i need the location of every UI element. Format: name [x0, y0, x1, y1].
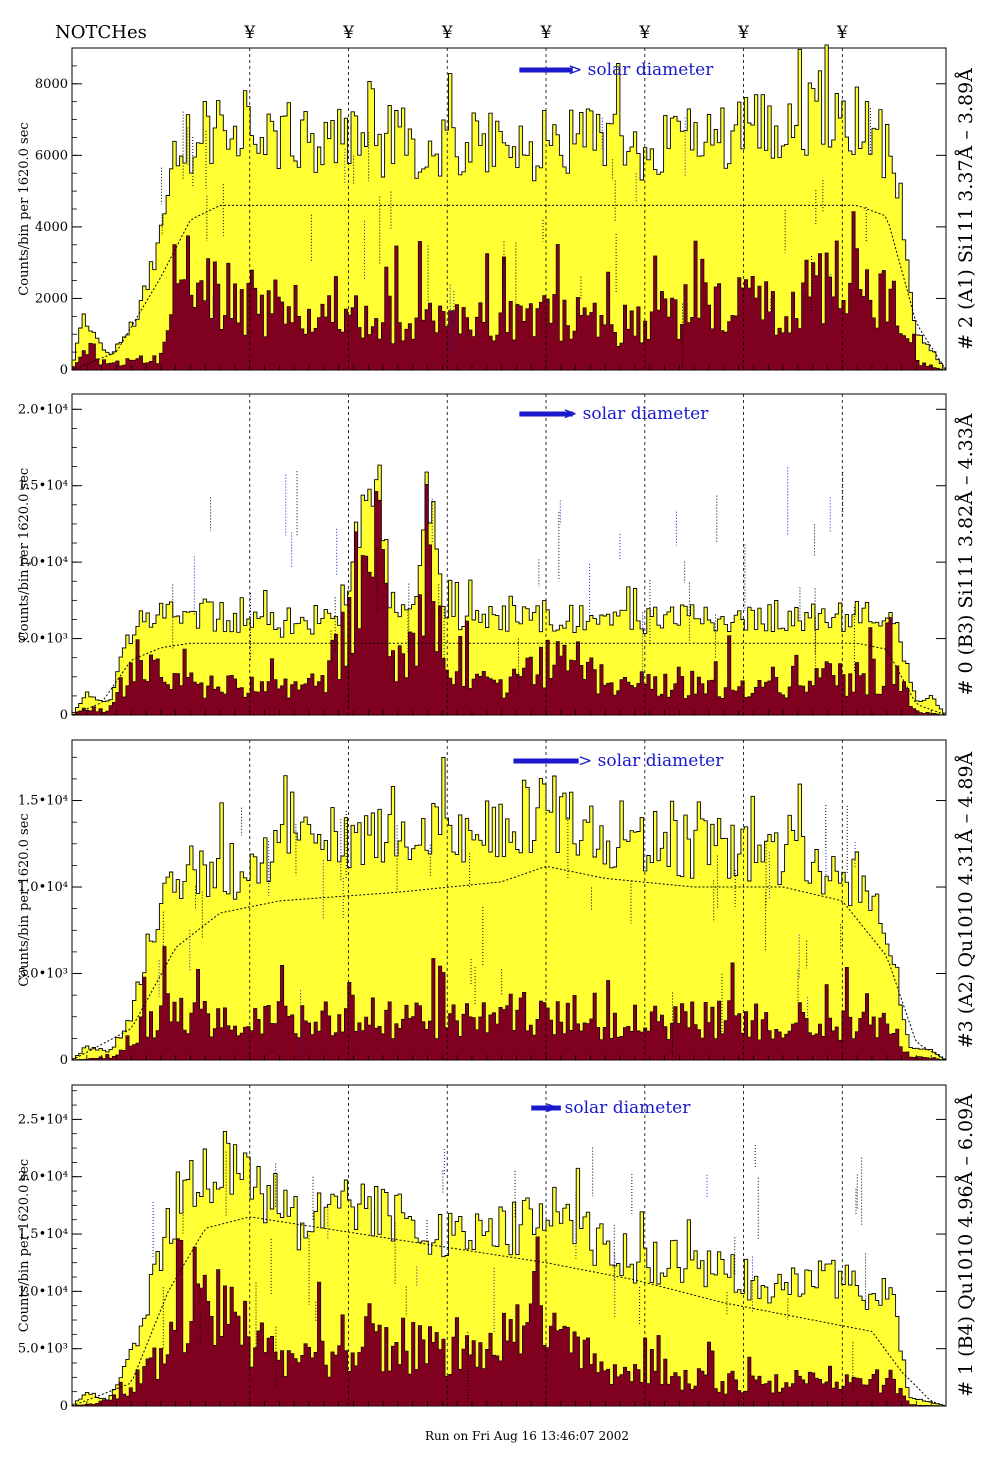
- y-tick-label: 5.0•10³: [18, 967, 68, 982]
- model-curve: [71, 204, 947, 371]
- y-tick-label: 1.0•10⁴: [18, 1284, 68, 1299]
- y-tick-label: 1.5•10⁴: [18, 1227, 68, 1242]
- y-tick-label: 0: [60, 363, 68, 378]
- run-timestamp: Run on Fri Aug 16 13:46:07 2002: [425, 1429, 629, 1443]
- y-tick-label: 8000: [35, 77, 68, 92]
- y-tick-label: 0: [60, 1399, 68, 1414]
- y-tick-label: 1.0•10⁴: [18, 555, 68, 570]
- y-axis-label: Counts/bin per 1620.0 sec: [17, 1159, 32, 1332]
- panel-title: # 0 (B3) Si111 3.82Å – 4.33Å: [955, 413, 977, 695]
- y-axis-label: Counts/bin per 1620.0 sec: [17, 813, 32, 986]
- histogram-total: [71, 1130, 947, 1407]
- notches-label: NOTCHes: [55, 22, 147, 43]
- solar-diameter-label: > solar diameter: [563, 404, 709, 424]
- y-tick-label: 2.0•10⁴: [18, 1170, 68, 1185]
- model-curve: [71, 1216, 947, 1407]
- panels: 0 2000 4000 6000 8000 Counts/bin per 1620.0 s…: [17, 44, 977, 1414]
- y-tick-label: 5.0•10³: [18, 1342, 68, 1357]
- notch-marker: ¥: [737, 23, 749, 43]
- y-tick-label: 6000: [35, 148, 68, 163]
- histogram-total: [71, 44, 947, 371]
- panel-1: 0 2000 4000 6000 8000 Counts/bin per 1620.0 s…: [17, 44, 977, 378]
- histogram-subset: [71, 484, 947, 716]
- notch-marker: ¥: [243, 23, 255, 43]
- y-tick-label: 0: [60, 708, 68, 723]
- notch-marker: ¥: [638, 23, 650, 43]
- panel-title: #3 (A2) Qu1010 4.31Å – 4.89Å: [955, 751, 977, 1048]
- y-tick-label: 1.5•10⁴: [18, 479, 68, 494]
- y-tick-label: 2000: [35, 291, 68, 306]
- histogram-subset: [71, 1236, 947, 1407]
- y-axis-label: Counts/bin per 1620.0 sec: [17, 122, 32, 295]
- solar-diameter-label: > solar diameter: [578, 751, 724, 771]
- model-curve: [71, 866, 947, 1061]
- y-tick-label: 4000: [35, 220, 68, 235]
- notch-marker: ¥: [441, 23, 453, 43]
- model-curve: [71, 642, 947, 716]
- panel-2: 0 5.0•10³ 1.0•10⁴ 1.5•10⁴ 2.0•10⁴ Counts/bin …: [17, 393, 977, 723]
- y-tick-label: 0: [60, 1053, 68, 1068]
- solar-diameter-label: > solar diameter: [545, 1098, 691, 1118]
- notch-marker: ¥: [540, 23, 552, 43]
- panel-4: 0 5.0•10³ 1.0•10⁴ 1.5•10⁴ 2.0•10⁴ 2.5•10⁴ Coun…: [17, 1084, 977, 1414]
- panel-3: 0 5.0•10³ 1.0•10⁴ 1.5•10⁴ Counts/bin per 162…: [17, 739, 977, 1068]
- y-tick-label: 2.0•10⁴: [18, 402, 68, 417]
- y-tick-label: 2.5•10⁴: [18, 1112, 68, 1127]
- y-tick-label: 1.0•10⁴: [18, 880, 68, 895]
- notch-marker: ¥: [342, 23, 354, 43]
- panel-title: # 1 (B4) Qu1010 4.96Å – 6.09Å: [955, 1094, 977, 1397]
- notch-marker: ¥: [836, 23, 848, 43]
- y-axis-label: Counts/bin per 1620.0 sec: [17, 468, 32, 641]
- histogram-subset: [71, 946, 947, 1061]
- y-tick-label: 1.5•10⁴: [18, 794, 68, 809]
- solar-diameter-label: > solar diameter: [568, 60, 714, 80]
- histogram-total: [71, 756, 947, 1061]
- panel-title: # 2 (A1) Si111 3.37Å – 3.89Å: [955, 68, 977, 350]
- notches-header: NOTCHes ¥ ¥ ¥ ¥ ¥ ¥ ¥: [55, 22, 848, 43]
- histogram-subset: [71, 211, 947, 371]
- y-tick-label: 5.0•10³: [18, 632, 68, 647]
